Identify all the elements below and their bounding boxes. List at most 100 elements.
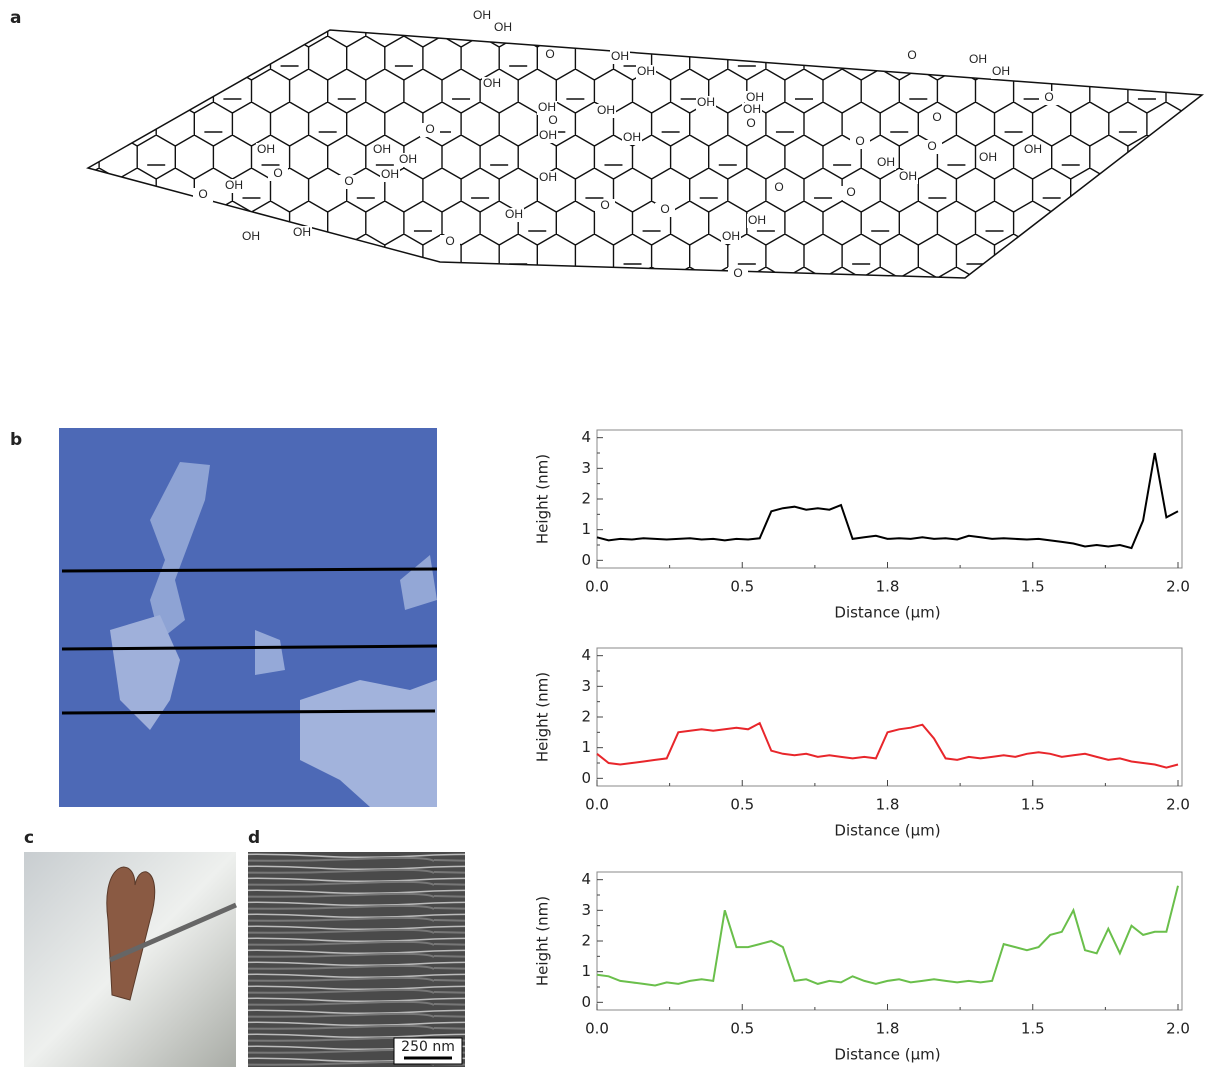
x-axis-label: Distance (μm)	[834, 822, 940, 840]
label-bg	[696, 96, 716, 110]
y-tick-label: 3	[581, 459, 591, 477]
x-tick-label: 2.0	[1166, 796, 1190, 814]
plot-frame	[596, 871, 1183, 1011]
y-tick-label: 4	[581, 646, 591, 664]
group-label: OH	[539, 128, 557, 142]
group-label: OH	[505, 207, 523, 221]
y-axis-label: Height (nm)	[534, 672, 552, 762]
x-tick-label: 2.0	[1166, 578, 1190, 596]
afm-image	[59, 428, 438, 807]
label-bg	[224, 179, 244, 193]
group-label: O	[846, 185, 855, 199]
group-label: OH	[242, 229, 260, 243]
x-tick-label: 0.5	[730, 578, 754, 596]
profile-line	[596, 452, 1179, 550]
y-tick-label: 0	[581, 769, 591, 787]
y-tick-label: 4	[581, 870, 591, 888]
bonds	[88, 30, 1202, 278]
label-bg	[636, 65, 656, 79]
group-label: OH	[293, 225, 311, 239]
profile-line	[596, 885, 1179, 987]
group-label: O	[344, 174, 353, 188]
label-bg	[747, 214, 767, 228]
group-label: OH	[899, 169, 917, 183]
group-label: OH	[473, 8, 491, 22]
group-label: OH	[538, 100, 556, 114]
label-bg	[841, 186, 861, 200]
y-tick-label: 3	[581, 677, 591, 695]
label-bg	[472, 9, 492, 23]
label-bg	[1023, 143, 1043, 157]
x-tick-label: 1.8	[876, 578, 900, 596]
group-label: OH	[697, 95, 715, 109]
x-tick-label: 1.8	[876, 796, 900, 814]
group-label: OH	[722, 229, 740, 243]
label-bg	[482, 77, 502, 91]
group-label: OH	[979, 150, 997, 164]
y-tick-label: 2	[581, 708, 591, 726]
group-label: OH	[257, 142, 275, 156]
label-bg	[380, 168, 400, 182]
group-label: O	[548, 113, 557, 127]
plot-frame	[596, 429, 1183, 569]
x-tick-label: 0.0	[585, 578, 609, 596]
group-label: OH	[969, 52, 987, 66]
label-bg	[927, 111, 947, 125]
panel-label: d	[248, 828, 260, 848]
film-photo	[24, 852, 238, 1067]
group-label: OH	[877, 155, 895, 169]
label-bg	[721, 230, 741, 244]
y-tick-label: 0	[581, 993, 591, 1011]
label-bg	[876, 156, 896, 170]
x-axis-label: Distance (μm)	[834, 1046, 940, 1064]
sem-image: 250 nm	[248, 852, 465, 1067]
group-label: O	[1044, 90, 1053, 104]
panel-label: b	[10, 430, 22, 450]
label-bg	[610, 50, 630, 64]
y-tick-label: 1	[581, 520, 591, 538]
group-label: O	[545, 47, 554, 61]
label-bg	[256, 143, 276, 157]
label-bg	[745, 91, 765, 105]
group-label: OH	[225, 178, 243, 192]
label-bg	[922, 140, 942, 154]
label-bg	[728, 267, 748, 281]
profile-line	[596, 721, 1179, 769]
label-bg	[596, 104, 616, 118]
label-bg	[538, 171, 558, 185]
group-label: OH	[483, 76, 501, 90]
group-label: O	[273, 166, 282, 180]
group-label: OH	[637, 64, 655, 78]
group-label: O	[927, 139, 936, 153]
label-bg	[769, 181, 789, 195]
label-bg	[968, 53, 988, 67]
plot-frame	[596, 647, 1183, 787]
group-label: OH	[381, 167, 399, 181]
group-label: O	[733, 266, 742, 280]
group-label: O	[907, 48, 916, 62]
scale-bar-label: 250 nm	[401, 1039, 455, 1055]
x-tick-label: 0.0	[585, 796, 609, 814]
group-label: OH	[539, 170, 557, 184]
label-bg	[538, 129, 558, 143]
group-label: OH	[743, 102, 761, 116]
label-bg	[902, 49, 922, 63]
y-axis-label: Height (nm)	[534, 896, 552, 986]
label-bg	[655, 203, 675, 217]
label-bg	[595, 199, 615, 213]
label-bg	[292, 226, 312, 240]
label-bg	[420, 123, 440, 137]
x-tick-label: 1.5	[1021, 578, 1045, 596]
label-bg	[543, 114, 563, 128]
panel-label: c	[24, 828, 34, 848]
label-bg	[540, 48, 560, 62]
group-label: OH	[373, 142, 391, 156]
x-tick-label: 2.0	[1166, 1020, 1190, 1038]
group-label: O	[774, 180, 783, 194]
x-tick-label: 0.0	[585, 1020, 609, 1038]
x-tick-label: 0.5	[730, 796, 754, 814]
label-bg	[339, 175, 359, 189]
label-bg	[850, 135, 870, 149]
graphene-lattice	[88, 30, 1202, 278]
